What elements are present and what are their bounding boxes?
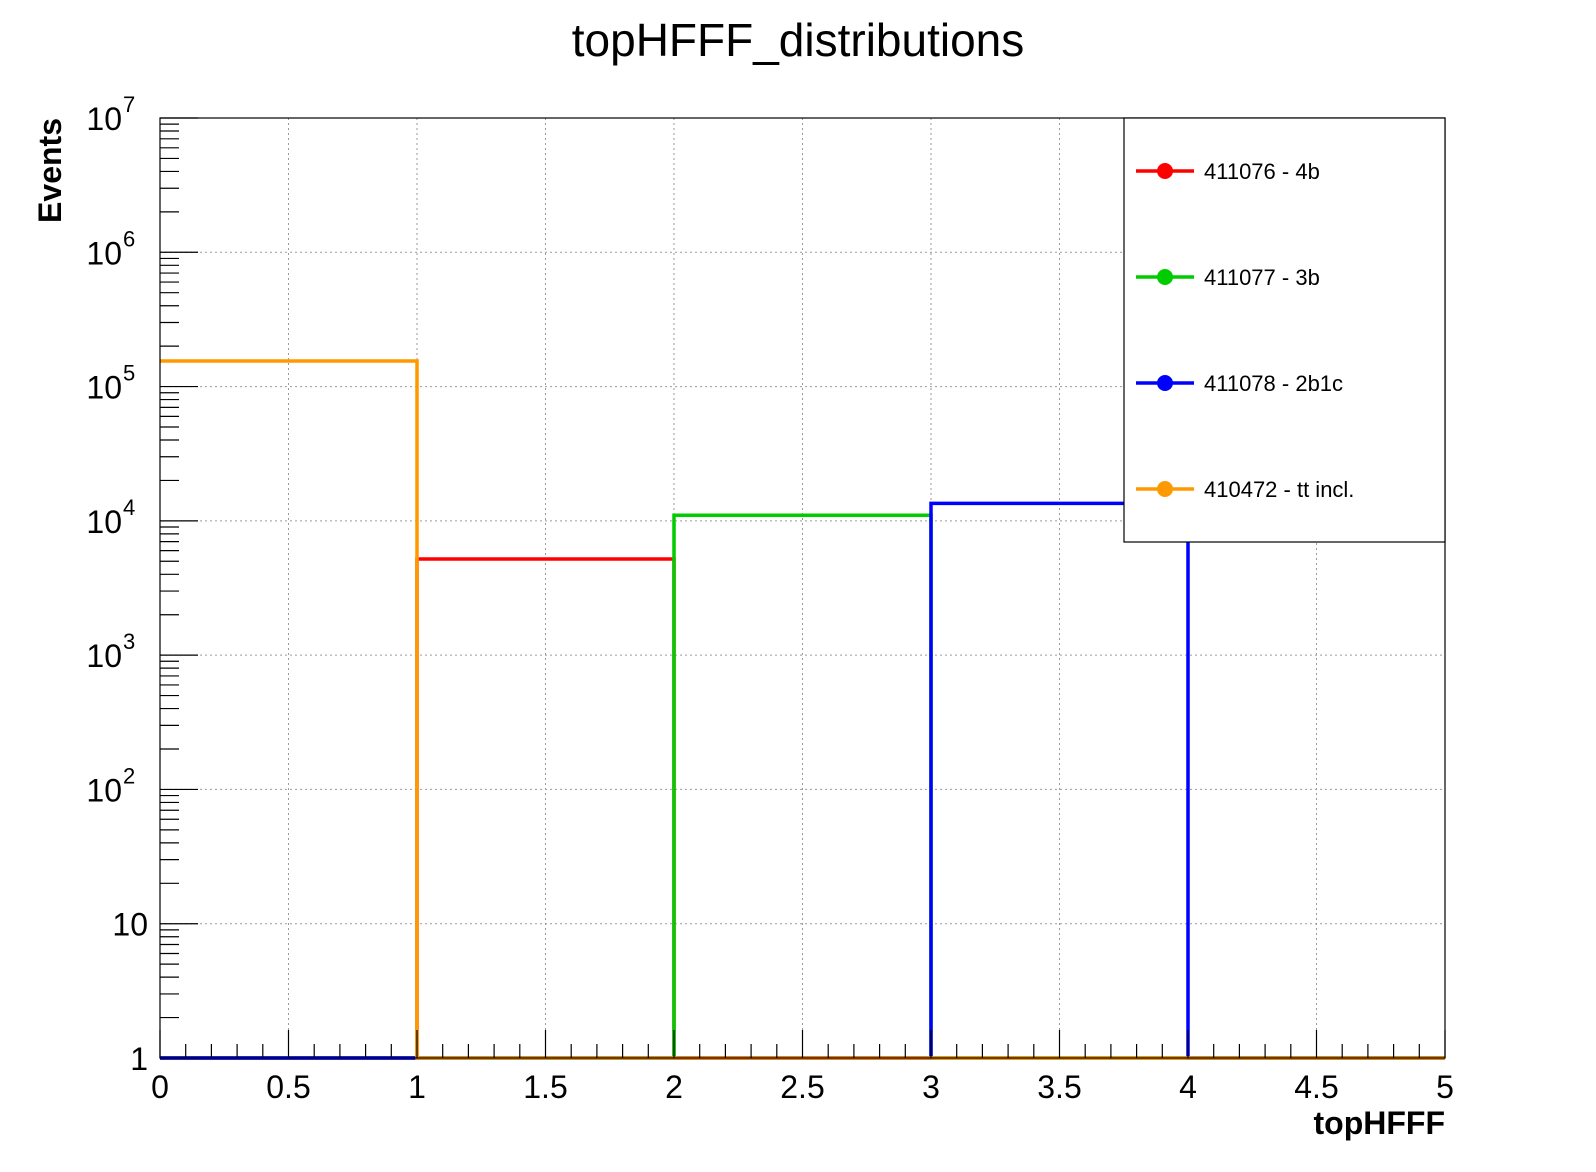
x-tick-label: 0 (151, 1069, 169, 1105)
legend-swatch-marker (1157, 481, 1173, 497)
x-tick-label: 1.5 (523, 1069, 567, 1105)
y-tick-label: 10 5 (86, 361, 135, 406)
y-tick-exponent: 3 (123, 629, 135, 654)
y-tick-label: 10 4 (86, 495, 135, 540)
y-tick-base: 10 (86, 772, 122, 808)
legend-swatch-marker (1157, 163, 1173, 179)
legend: 411076 - 4b 411077 - 3b 411078 - 2b1c 41047… (1123, 117, 1446, 543)
x-tick-label: 1 (408, 1069, 426, 1105)
y-tick-exponent: 7 (123, 92, 135, 117)
x-tick-label: 2.5 (780, 1069, 824, 1105)
y-tick-label: 10 7 (86, 92, 135, 137)
y-tick-exponent: 4 (123, 495, 135, 520)
y-tick-label: 10 (112, 907, 148, 943)
legend-item: 410472 - tt incl. (1136, 477, 1354, 502)
legend-item: 411078 - 2b1c (1136, 371, 1343, 396)
x-tick-label: 4 (1179, 1069, 1197, 1105)
y-tick-base: 10 (86, 101, 122, 137)
legend-swatch-marker (1157, 375, 1173, 391)
x-tick-label: 2 (665, 1069, 683, 1105)
y-tick-label: 1 (130, 1041, 148, 1077)
legend-label: 411076 - 4b (1204, 159, 1320, 184)
y-tick-base: 10 (112, 907, 148, 943)
legend-label: 411078 - 2b1c (1204, 371, 1343, 396)
y-tick-base: 1 (130, 1041, 148, 1077)
legend-item: 411077 - 3b (1136, 265, 1320, 290)
y-tick-exponent: 5 (123, 361, 135, 386)
legend-label: 411077 - 3b (1204, 265, 1320, 290)
y-tick-label: 10 2 (86, 763, 135, 808)
y-tick-base: 10 (86, 370, 122, 406)
y-tick-base: 10 (86, 504, 122, 540)
x-tick-label: 4.5 (1294, 1069, 1338, 1105)
y-tick-label: 10 6 (86, 226, 135, 271)
y-tick-base: 10 (86, 235, 122, 271)
y-tick-exponent: 2 (123, 763, 135, 788)
legend-label: 410472 - tt incl. (1204, 477, 1354, 502)
y-tick-base: 10 (86, 638, 122, 674)
legend-swatch-marker (1157, 269, 1173, 285)
y-tick-label: 10 3 (86, 629, 135, 674)
legend-box (1123, 117, 1446, 543)
x-axis-label: topHFFF (1314, 1105, 1446, 1141)
series-line-1 (160, 513, 1445, 1060)
y-tick-exponent: 6 (123, 226, 135, 251)
chart-title: topHFFF_distributions (572, 14, 1025, 66)
axis-ticks (159, 117, 1446, 1059)
x-tick-label: 0.5 (266, 1069, 310, 1105)
x-tick-label: 3.5 (1037, 1069, 1081, 1105)
y-axis-label: Events (32, 118, 68, 223)
x-tick-label: 3 (922, 1069, 940, 1105)
legend-item: 411076 - 4b (1136, 159, 1320, 184)
x-tick-label: 5 (1436, 1069, 1454, 1105)
